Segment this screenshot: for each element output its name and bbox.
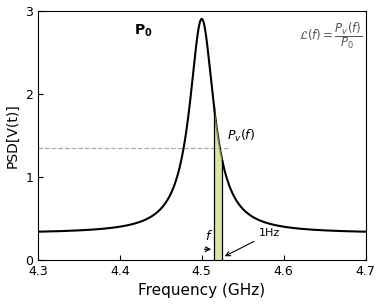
Text: $\mathbf{P_0}$: $\mathbf{P_0}$ [134,23,153,40]
X-axis label: Frequency (GHz): Frequency (GHz) [138,283,265,299]
Text: $P_v(f)$: $P_v(f)$ [227,128,255,144]
Text: $\mathcal{L}(f) = \dfrac{P_v(f)}{P_0}$: $\mathcal{L}(f) = \dfrac{P_v(f)}{P_0}$ [299,21,362,51]
Text: 1Hz: 1Hz [226,228,280,256]
Y-axis label: PSD[V(t)]: PSD[V(t)] [6,103,19,168]
Text: $f$: $f$ [205,230,213,244]
